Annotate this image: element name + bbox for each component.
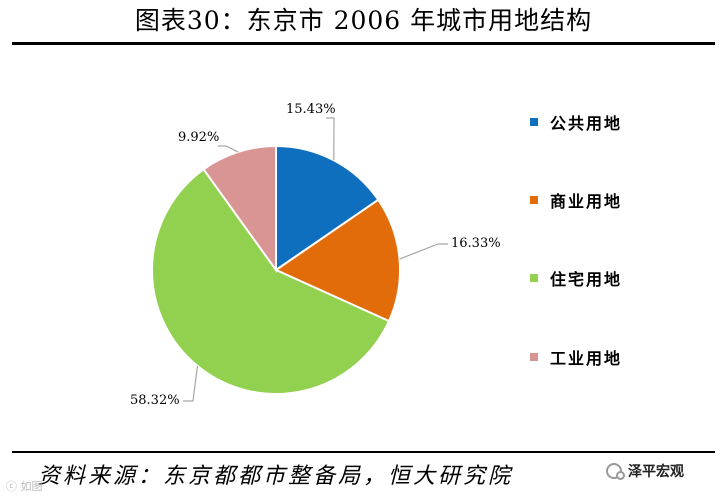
leader-line-1 [326, 117, 335, 161]
source-note: 资料来源：东京都都市整备局，恒大研究院 [38, 464, 514, 489]
data-label-2: 16.33% [451, 236, 501, 251]
legend-label: 商业用地 [550, 192, 623, 211]
legend-swatch [530, 353, 538, 361]
legend-item-2: 商业用地 [530, 190, 623, 211]
watermark-left: ⓒ 如图 [6, 480, 43, 493]
legend-swatch [530, 118, 538, 126]
watermark-right: 泽平宏观 [606, 460, 684, 482]
legend-swatch [530, 274, 538, 282]
chart-title: 图表30：东京市 2006 年城市用地结构 [134, 6, 593, 35]
legend-swatch [530, 196, 538, 204]
pie-slice-2 [273, 198, 401, 323]
legend-item-1: 公共用地 [530, 112, 623, 133]
legend-item-3: 住宅用地 [530, 268, 623, 289]
legend-label: 公共用地 [550, 114, 623, 133]
pie-chart [151, 117, 448, 402]
watermark-right-text: 泽平宏观 [628, 464, 684, 480]
leader-line-4 [218, 145, 239, 153]
data-label-4: 9.92% [178, 130, 220, 145]
pie-slice-1 [275, 144, 380, 272]
wechat-icon [606, 463, 625, 480]
source-divider [12, 451, 715, 453]
legend-item-4: 工业用地 [530, 347, 623, 368]
legend-label: 工业用地 [550, 349, 623, 368]
data-label-1: 15.43% [286, 102, 336, 117]
data-label-3: 58.32% [130, 393, 180, 408]
leader-line-2 [399, 243, 448, 260]
pie-slice-4 [202, 144, 277, 274]
title-divider [12, 42, 715, 45]
leader-line-3 [183, 365, 199, 402]
pie-slice-3 [151, 167, 391, 395]
legend-label: 住宅用地 [550, 270, 623, 289]
